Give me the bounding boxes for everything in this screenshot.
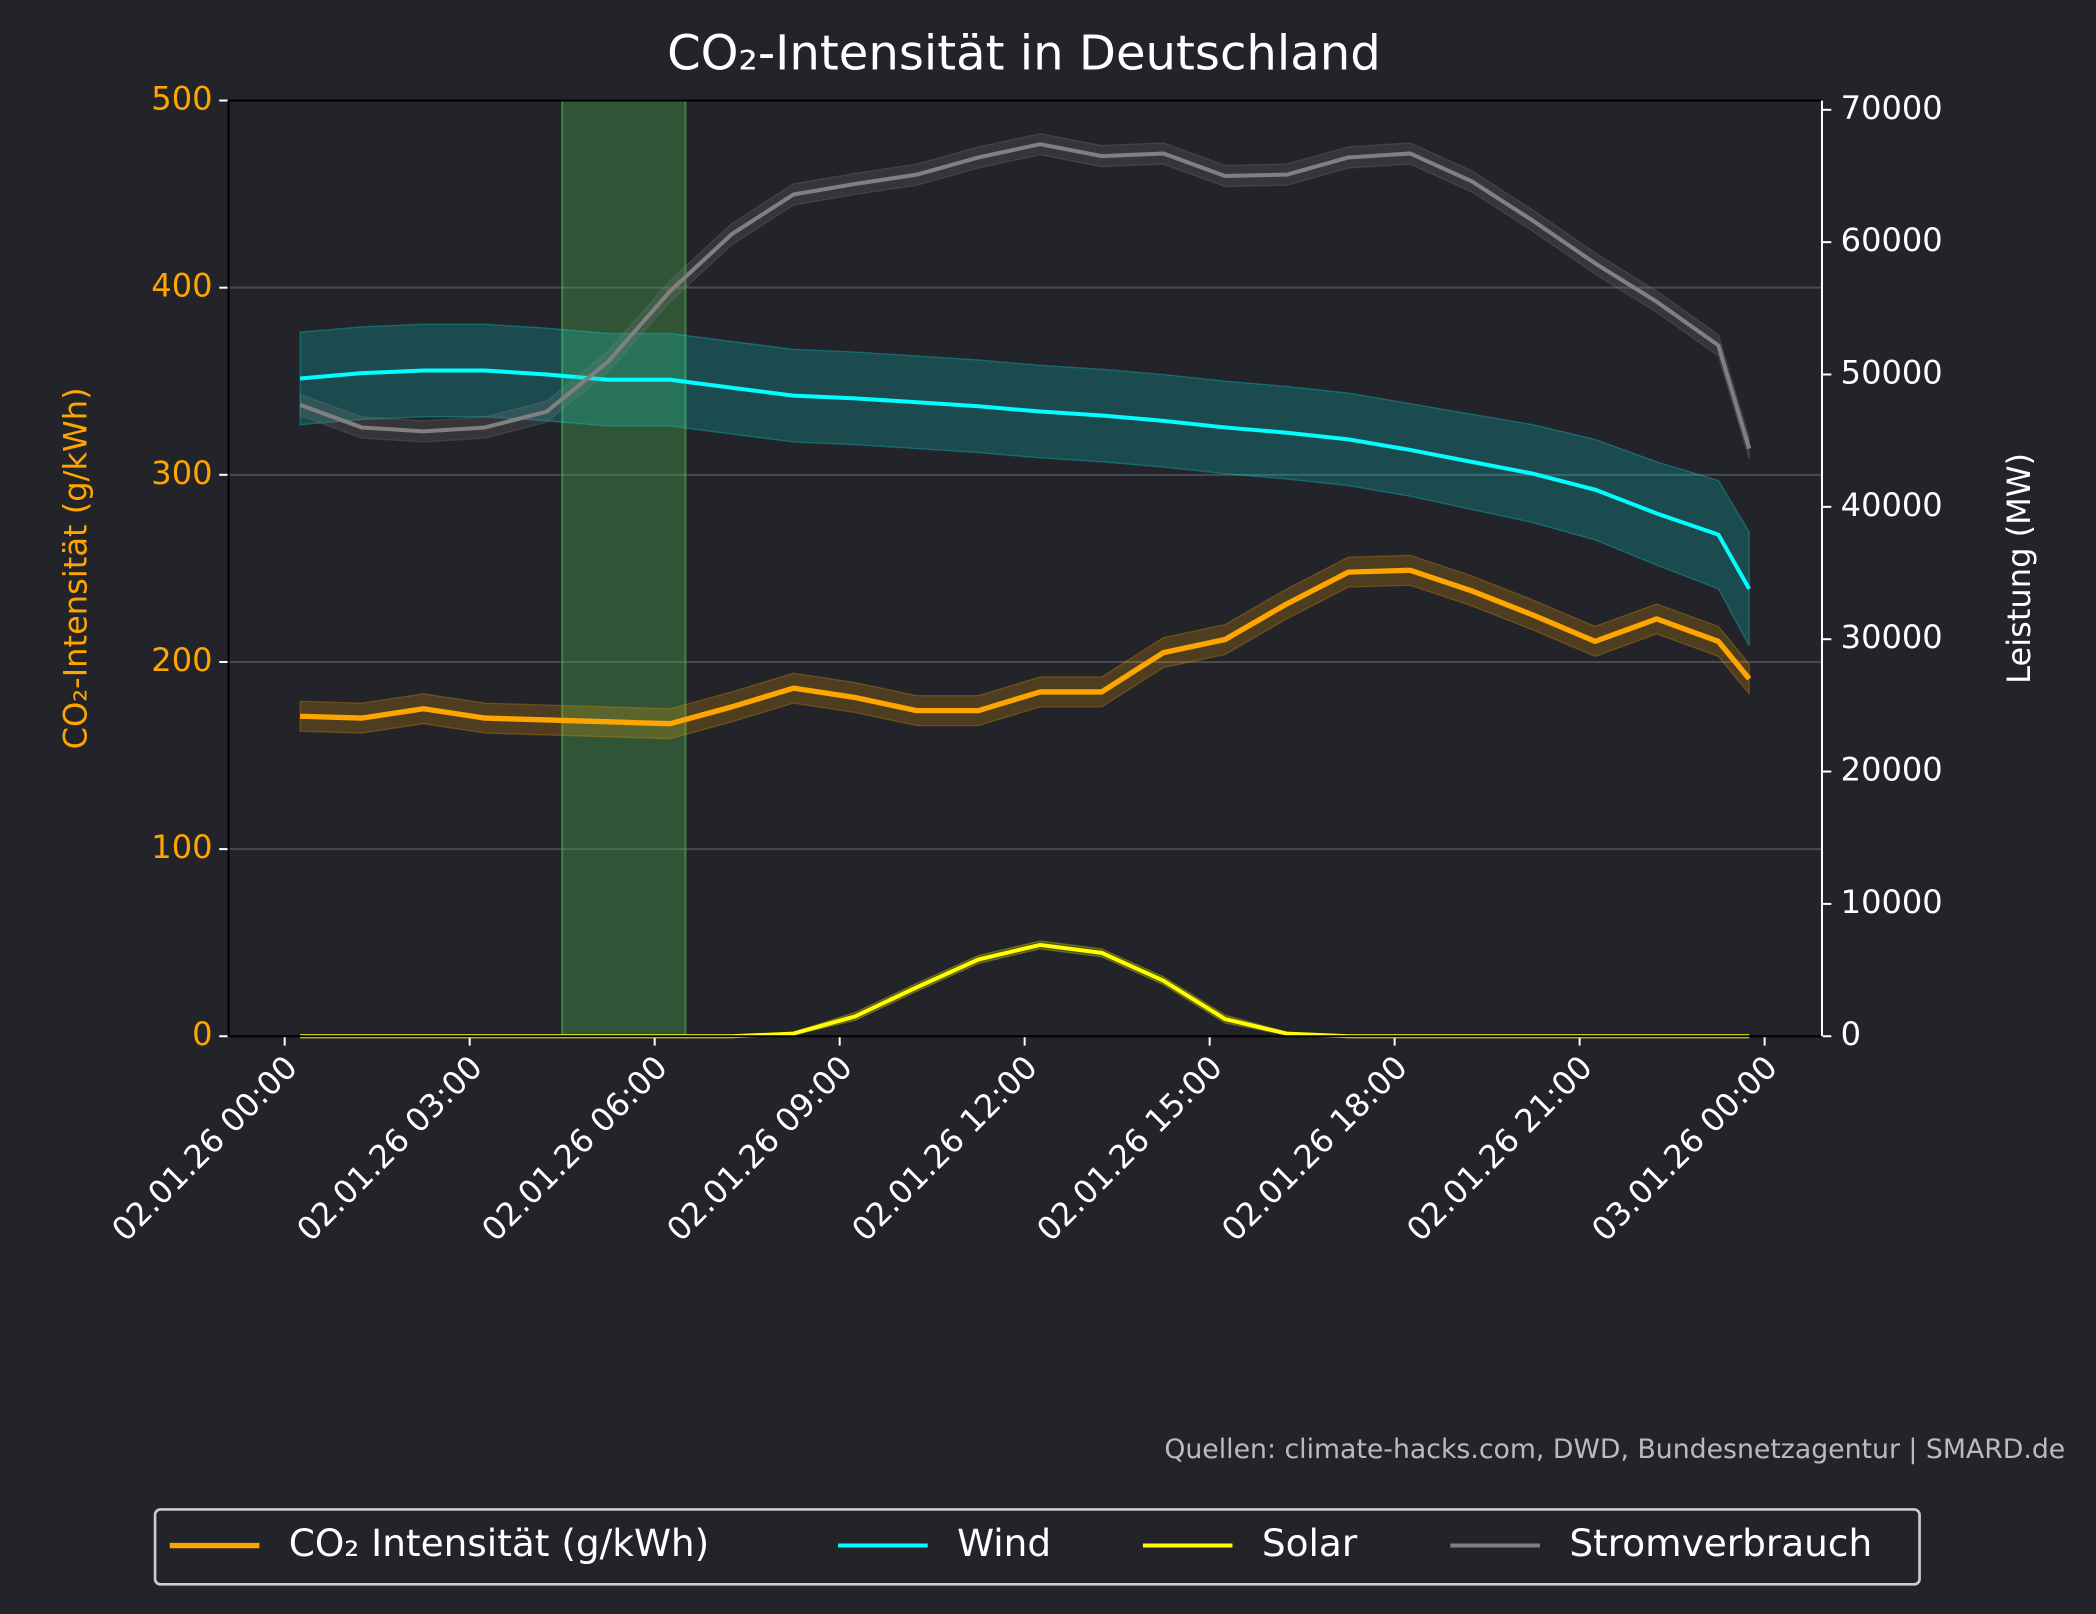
y-tick-label: 100 xyxy=(151,828,212,866)
y-tick-label: 400 xyxy=(151,267,212,305)
series-line xyxy=(299,142,1752,450)
series-line xyxy=(300,567,1752,727)
y2-tick-label: 10000 xyxy=(1841,883,1943,921)
y-tick-label: 300 xyxy=(151,454,212,492)
y-tick-label: 200 xyxy=(151,641,212,679)
y2-tick-label: 60000 xyxy=(1841,221,1943,259)
y2-tick-label: 30000 xyxy=(1841,618,1943,656)
legend-label: Wind xyxy=(957,1521,1051,1565)
legend-label: Solar xyxy=(1262,1521,1358,1565)
y2-tick-label: 0 xyxy=(1841,1015,1861,1053)
chart-title: CO₂-Intensität in Deutschland xyxy=(667,25,1381,81)
error-band xyxy=(299,554,1750,740)
source-note: Quellen: climate-hacks.com, DWD, Bundesn… xyxy=(1164,1434,2065,1465)
y2-tick-label: 50000 xyxy=(1841,354,1943,392)
error-band xyxy=(299,323,1750,647)
y2-tick-label: 20000 xyxy=(1841,751,1943,789)
legend xyxy=(153,1508,1921,1586)
legend-label: CO₂ Intensität (g/kWh) xyxy=(289,1521,710,1565)
y-tick-label: 500 xyxy=(151,80,212,118)
y-axis-label: CO₂-Intensität (g/kWh) xyxy=(57,387,95,749)
y2-tick-label: 70000 xyxy=(1841,89,1943,127)
error-band xyxy=(299,132,1750,460)
highlight-band xyxy=(561,99,687,1038)
y-tick-label: 0 xyxy=(192,1015,212,1053)
y2-axis-label: Leistung (MW) xyxy=(2000,453,2038,684)
series-line xyxy=(299,368,1751,590)
legend-label: Stromverbrauch xyxy=(1569,1521,1872,1565)
y2-tick-label: 40000 xyxy=(1841,486,1943,524)
